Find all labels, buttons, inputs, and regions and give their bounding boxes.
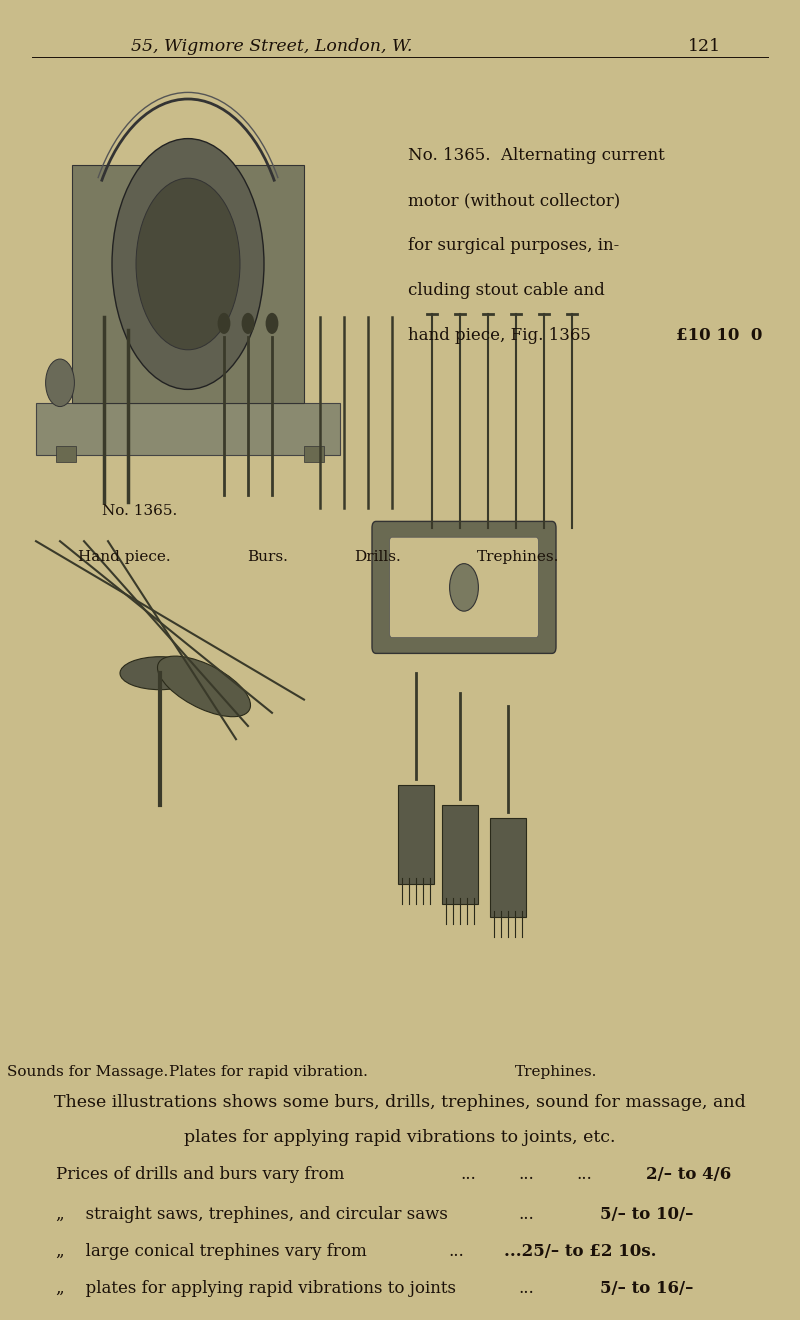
FancyBboxPatch shape bbox=[36, 403, 340, 455]
Text: plates for applying rapid vibrations to joints, etc.: plates for applying rapid vibrations to … bbox=[184, 1130, 616, 1146]
Circle shape bbox=[218, 313, 230, 334]
FancyBboxPatch shape bbox=[56, 446, 76, 462]
FancyBboxPatch shape bbox=[398, 785, 434, 884]
Circle shape bbox=[46, 359, 74, 407]
Text: „    plates for applying rapid vibrations to joints: „ plates for applying rapid vibrations t… bbox=[56, 1280, 456, 1296]
Ellipse shape bbox=[158, 656, 250, 717]
Text: Trephines.: Trephines. bbox=[515, 1065, 597, 1078]
Circle shape bbox=[242, 313, 254, 334]
Circle shape bbox=[450, 564, 478, 611]
Text: „    straight saws, trephines, and circular saws: „ straight saws, trephines, and circular… bbox=[56, 1206, 448, 1222]
FancyBboxPatch shape bbox=[372, 521, 556, 653]
Text: motor (without collector): motor (without collector) bbox=[408, 193, 620, 209]
Circle shape bbox=[112, 139, 264, 389]
Text: hand piece, Fig. 1365: hand piece, Fig. 1365 bbox=[408, 327, 591, 343]
Text: „    large conical trephines vary from: „ large conical trephines vary from bbox=[56, 1243, 366, 1259]
Text: 2/– to 4/6: 2/– to 4/6 bbox=[646, 1167, 732, 1183]
Text: for surgical purposes, in-: for surgical purposes, in- bbox=[408, 238, 619, 253]
Circle shape bbox=[136, 178, 240, 350]
Text: ...: ... bbox=[460, 1167, 476, 1183]
Text: 55, Wigmore Street, London, W.: 55, Wigmore Street, London, W. bbox=[131, 38, 413, 54]
FancyBboxPatch shape bbox=[304, 446, 324, 462]
Text: 5/– to 16/–: 5/– to 16/– bbox=[600, 1280, 694, 1296]
Circle shape bbox=[266, 313, 278, 334]
Text: £10 10  0: £10 10 0 bbox=[676, 327, 762, 343]
Text: ...: ... bbox=[518, 1280, 534, 1296]
Ellipse shape bbox=[120, 657, 200, 689]
Text: Drills.: Drills. bbox=[354, 550, 401, 564]
Text: Hand piece.: Hand piece. bbox=[78, 550, 170, 564]
Text: Prices of drills and burs vary from: Prices of drills and burs vary from bbox=[56, 1167, 344, 1183]
Text: ...: ... bbox=[448, 1243, 464, 1259]
Text: ...25/– to £2 10s.: ...25/– to £2 10s. bbox=[504, 1243, 657, 1259]
Text: ...: ... bbox=[518, 1167, 534, 1183]
FancyBboxPatch shape bbox=[442, 805, 478, 904]
FancyBboxPatch shape bbox=[490, 818, 526, 917]
Text: Trephines.: Trephines. bbox=[478, 550, 559, 564]
Text: No. 1365.  Alternating current: No. 1365. Alternating current bbox=[408, 148, 665, 164]
FancyBboxPatch shape bbox=[390, 537, 538, 638]
Text: Sounds for Massage.: Sounds for Massage. bbox=[7, 1065, 169, 1078]
Text: Plates for rapid vibration.: Plates for rapid vibration. bbox=[169, 1065, 367, 1078]
Text: ...: ... bbox=[577, 1167, 593, 1183]
Text: 5/– to 10/–: 5/– to 10/– bbox=[600, 1206, 694, 1222]
FancyBboxPatch shape bbox=[72, 165, 304, 403]
Text: These illustrations shows some burs, drills, trephines, sound for massage, and: These illustrations shows some burs, dri… bbox=[54, 1094, 746, 1110]
Text: No. 1365.: No. 1365. bbox=[102, 504, 178, 517]
Text: ...: ... bbox=[518, 1206, 534, 1222]
Text: cluding stout cable and: cluding stout cable and bbox=[408, 282, 605, 298]
Text: 121: 121 bbox=[687, 38, 721, 54]
Text: Burs.: Burs. bbox=[247, 550, 289, 564]
